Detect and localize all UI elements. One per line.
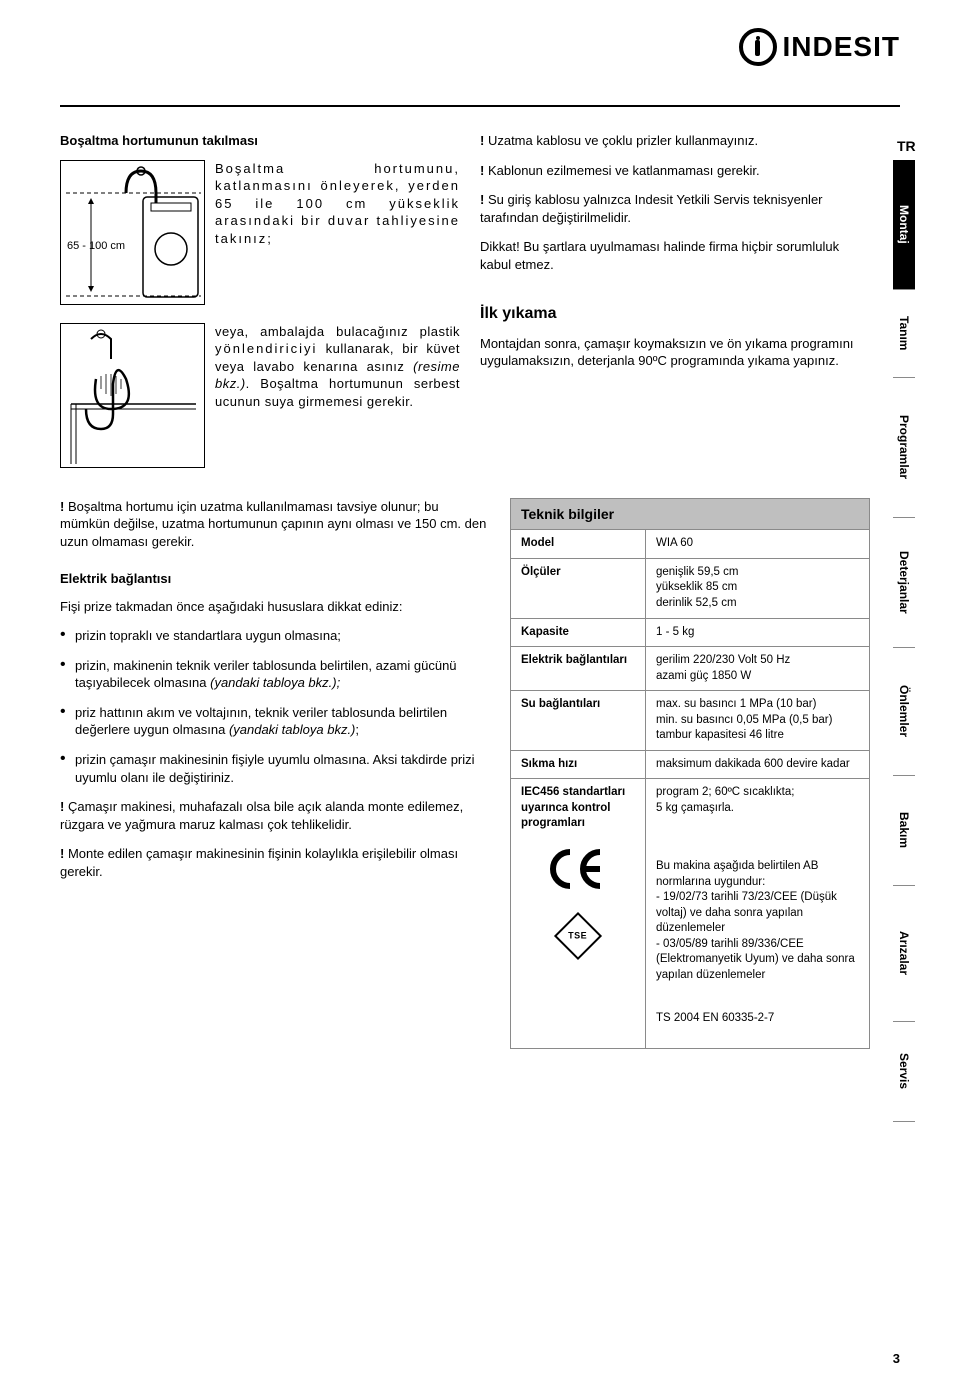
tech-value: maksimum dakikada 600 devire kadar [646,751,869,779]
tech-label: Su bağlantıları [511,691,646,750]
drain-p1: Boşaltma hortumunu, katlanmasını önleyer… [215,160,460,248]
tech-label: Ölçüler [511,559,646,618]
electrical-intro: Fişi prize takmadan önce aşağıdaki husus… [60,598,490,616]
tab-programlar: Programlar [893,378,915,518]
compliance-icons: TSE [511,838,646,1048]
tab-arızalar: Arızalar [893,886,915,1022]
warn-cable-bend: Kablonun ezilmemesi ve katlanmaması gere… [480,162,870,180]
tech-value: gerilim 220/230 Volt 50 Hz azami güç 185… [646,647,869,690]
warn-outdoor: Çamaşır makinesi, muhafazalı olsa bile a… [60,798,490,833]
tab-tanım: Tanım [893,290,915,378]
tech-label: Sıkma hızı [511,751,646,779]
main-content: Boşaltma hortumunun takılması [60,132,870,1122]
tech-value: program 2; 60ºC sıcaklıkta; 5 kg çamaşır… [646,779,869,838]
tech-specs-table: Teknik bilgiler ModelWIA 60Ölçülergenişl… [510,498,870,1049]
tech-header: Teknik bilgiler [511,499,869,531]
tech-value: genişlik 59,5 cm yükseklik 85 cm derinli… [646,559,869,618]
tab-deterjanlar: Deterjanlar [893,518,915,648]
tech-label: Model [511,530,646,558]
tech-label: IEC456 standartları uyarınca kontrol pro… [511,779,646,838]
first-wash-heading: İlk yıkama [480,303,870,325]
lang-tag: TR [893,132,920,160]
tech-row: Kapasite1 - 5 kg [511,619,869,648]
tech-row: Su bağlantılarımax. su basıncı 1 MPa (10… [511,691,869,751]
tech-row: Sıkma hızımaksimum dakikada 600 devire k… [511,751,869,780]
bullet-voltage: priz hattının akım ve voltajının, teknik… [60,704,490,739]
tech-value: max. su basıncı 1 MPa (10 bar) min. su b… [646,691,869,750]
bullet-plug-compat: prizin çamaşır makinesinin fişiyle uyuml… [60,751,490,786]
bullet-power: prizin, makinenin teknik veriler tablosu… [60,657,490,692]
tech-row: Elektrik bağlantılarıgerilim 220/230 Vol… [511,647,869,691]
drain-p2: veya, ambalajda bulacağınız plastik yönl… [215,323,460,411]
tab-önlemler: Önlemler [893,648,915,776]
brand-logo: INDESIT [739,28,900,66]
tech-value: WIA 60 [646,530,869,558]
tab-montaj: Montaj [893,160,915,290]
warn-extension-cable: Uzatma kablosu ve çoklu prizler kullanma… [480,132,870,150]
diagram1-range: 65 - 100 cm [67,239,125,254]
electrical-checklist: prizin topraklı ve standartlara uygun ol… [60,627,490,786]
first-wash-text: Montajdan sonra, çamaşır koymaksızın ve … [480,335,870,370]
electrical-heading: Elektrik bağlantısı [60,570,490,588]
warn-plug-access: Monte edilen çamaşır makinesinin fişinin… [60,845,490,880]
tech-row: IEC456 standartları uyarınca kontrol pro… [511,779,869,838]
section-tabs: TR MontajTanımProgramlarDeterjanlarÖnlem… [893,132,920,1122]
drain-diagram-2 [60,323,205,468]
tech-value: 1 - 5 kg [646,619,869,647]
compliance-text: Bu makina aşağıda belirtilen AB normları… [646,838,869,1048]
warn-liability: Dikkat! Bu şartlara uyulmaması halinde f… [480,238,870,273]
page-number: 3 [893,1351,900,1366]
logo-icon [739,28,777,66]
tech-row: Ölçülergenişlik 59,5 cm yükseklik 85 cm … [511,559,869,619]
tech-row: ModelWIA 60 [511,530,869,559]
tech-label: Kapasite [511,619,646,647]
tse-mark-icon: TSE [554,912,602,960]
drain-hose-heading: Boşaltma hortumunun takılması [60,132,460,150]
header-divider [60,105,900,107]
ce-mark-icon [548,848,608,904]
warn-drain-extension: Boşaltma hortumu için uzatma kullanılmam… [60,498,490,551]
tech-label: Elektrik bağlantıları [511,647,646,690]
tab-bakım: Bakım [893,776,915,886]
logo-text: INDESIT [783,31,900,63]
drain-diagram-1: 65 - 100 cm [60,160,205,305]
bullet-grounded: prizin topraklı ve standartlara uygun ol… [60,627,490,645]
warn-inlet-service: Su giriş kablosu yalnızca Indesit Yetkil… [480,191,870,226]
tab-servis: Servis [893,1022,915,1122]
